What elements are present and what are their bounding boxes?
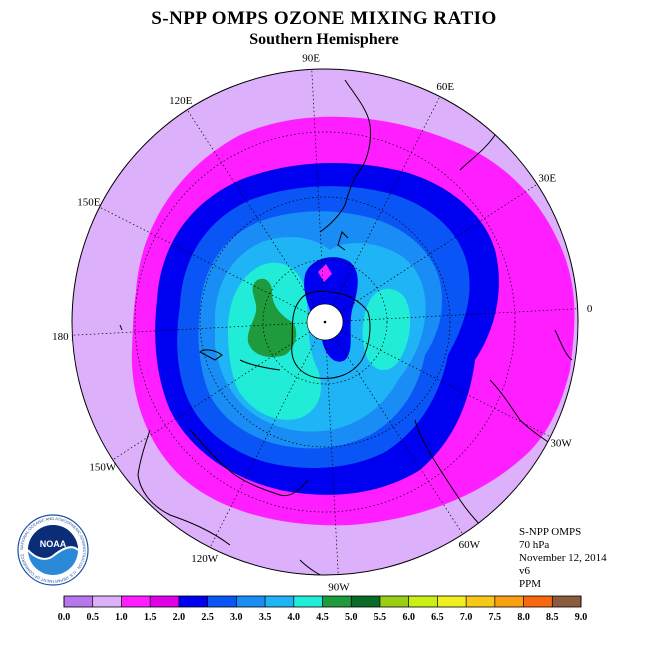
svg-text:NOAA: NOAA [40,539,67,549]
meridian-line [209,337,318,548]
colorbar-swatch [322,596,352,607]
meridian-line [334,336,464,535]
meridian-line [112,331,311,461]
info-panel: S-NPP OMPS 70 hPa November 12, 2014 v6 P… [519,526,607,591]
meridian-line [325,339,339,575]
colorbar-tick-label: 8.5 [546,612,559,623]
longitude-label: 120W [191,553,219,565]
colorbar-swatch [552,596,582,607]
colorbar-swatch [293,596,323,607]
colorbar-swatch [207,596,237,607]
colorbar-tick-label: 2.5 [201,612,214,623]
colorbar-swatch [121,596,151,607]
colorbar-tick-label: 6.5 [431,612,444,623]
longitude-label: 150E [77,197,101,209]
colorbar-swatch [466,596,496,607]
colorbar-tick-label: 7.0 [460,612,473,623]
colorbar-swatch [92,596,122,607]
meridian-line [340,329,551,438]
meridian-line [339,183,538,313]
longitude-label: 0 [587,303,593,315]
colorbar-swatch [265,596,295,607]
info-instrument: S-NPP OMPS [519,526,582,538]
colorbar-tick-label: 1.5 [144,612,157,623]
meridian-line [332,96,441,307]
meridian-line [186,109,316,308]
colorbar-tick-label: 6.0 [402,612,415,623]
colorbar-tick-label: 4.5 [316,612,329,623]
colorbar-swatch [494,596,524,607]
info-level: 70 hPa [519,539,550,551]
colorbar-swatch [379,596,409,607]
colorbar-tick-label: 5.5 [374,612,387,623]
noaa-emblem-icon: NOAA NATIONAL OCEANIC AND ATMOSPHERIC AD… [17,514,89,586]
colorbar-tick-label: 8.0 [517,612,530,623]
noaa-logo: NOAA NATIONAL OCEANIC AND ATMOSPHERIC AD… [17,514,89,591]
colorbar-tick-label: 7.5 [489,612,502,623]
meridian-line [342,308,578,322]
coastlines [119,79,573,575]
colorbar-swatch [150,596,180,607]
colorbar-tick-label: 3.5 [259,612,272,623]
colorbar-tick-label: 0.0 [58,612,71,623]
colorbar-swatch [178,596,208,607]
meridian-line [311,69,325,305]
colorbar-swatch [351,596,381,607]
longitude-label: 60W [459,539,481,551]
contour-3-5-right [362,288,411,371]
map-title: S-NPP OMPS OZONE MIXING RATIO [151,8,497,29]
vortex-magenta [318,264,332,282]
colorbar-tick-label: 3.0 [230,612,243,623]
longitude-label: 30W [550,437,572,449]
colorbar-tick-label: 1.0 [115,612,128,623]
longitude-label: 30E [538,173,556,185]
meridian-line [99,206,310,315]
pole-center [323,320,327,324]
colorbar-tick-label: 0.5 [86,612,99,623]
colorbar-swatch [408,596,438,607]
colorbar-swatch [64,596,94,607]
info-date: November 12, 2014 [519,552,607,564]
colorbar-swatch [523,596,553,607]
colorbar-tick-label: 4.0 [288,612,301,623]
colorbar-tick-label: 9.0 [575,612,588,623]
colorbar-tick-label: 2.0 [173,612,186,623]
longitude-label: 90W [328,582,350,594]
longitude-label: 90E [302,52,320,64]
latitude-circle [199,196,451,448]
meridian-line [72,322,308,336]
info-units: PPM [519,578,542,590]
colorbar-tick-label: 5.0 [345,612,358,623]
colorbar-swatch [236,596,266,607]
graticule [72,69,578,575]
longitude-label: 120E [169,95,193,107]
latitude-circle [134,131,516,513]
info-version: v6 [519,565,530,577]
contour-4-0 [247,278,297,358]
longitude-labels: 0 30E 60E 90E 120E 150E 180 150W 120W 90W 60W 30W [52,52,593,593]
longitude-label: 180 [52,331,69,343]
latitude-circle [262,259,388,385]
colorbar-swatch [437,596,467,607]
map-subtitle: Southern Hemisphere [249,31,399,48]
longitude-label: 150W [89,461,117,473]
longitude-label: 60E [436,81,454,93]
